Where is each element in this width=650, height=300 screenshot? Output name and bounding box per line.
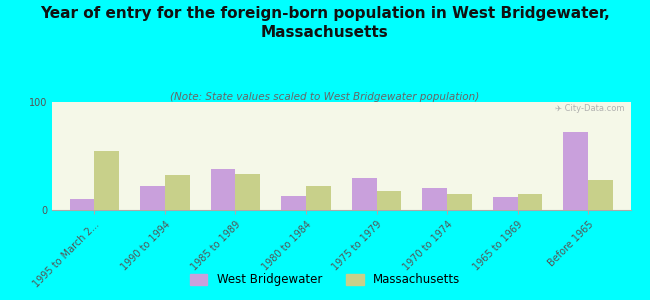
Bar xyxy=(422,188,447,210)
Bar xyxy=(235,174,260,210)
Bar xyxy=(70,199,94,210)
Text: ✈ City-Data.com: ✈ City-Data.com xyxy=(555,104,625,113)
Bar xyxy=(564,132,588,210)
Bar xyxy=(517,194,542,210)
Bar xyxy=(165,176,190,210)
Bar xyxy=(493,197,517,210)
Text: Year of entry for the foreign-born population in West Bridgewater,
Massachusetts: Year of entry for the foreign-born popul… xyxy=(40,6,610,40)
Bar xyxy=(306,186,331,210)
Text: (Note: State values scaled to West Bridgewater population): (Note: State values scaled to West Bridg… xyxy=(170,92,480,101)
Bar xyxy=(94,151,119,210)
Legend: West Bridgewater, Massachusetts: West Bridgewater, Massachusetts xyxy=(185,269,465,291)
Bar xyxy=(352,178,376,210)
Bar xyxy=(447,194,472,210)
Bar xyxy=(211,169,235,210)
Bar xyxy=(588,180,613,210)
Bar xyxy=(376,190,401,210)
Bar xyxy=(140,186,165,210)
Bar xyxy=(281,196,306,210)
